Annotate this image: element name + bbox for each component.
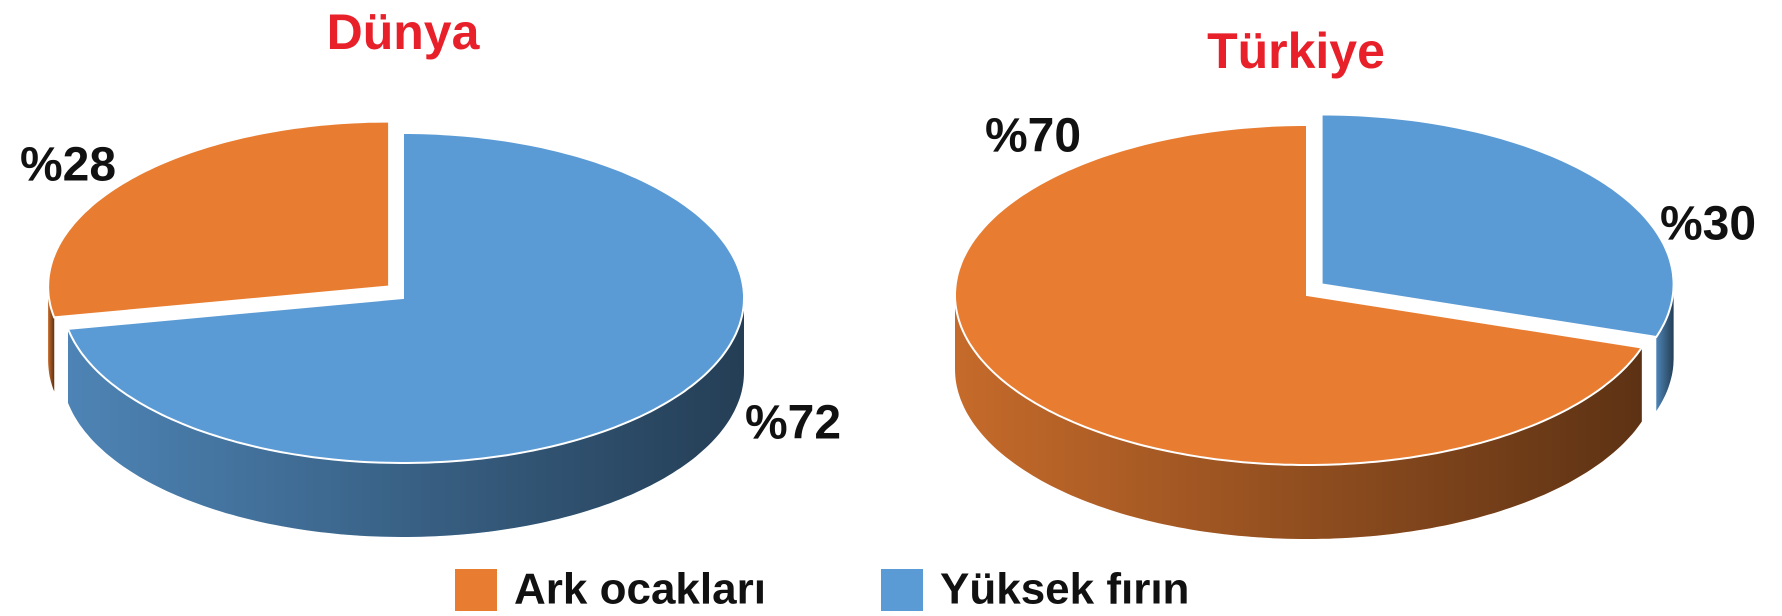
slice-side-shade (1656, 284, 1674, 411)
slice (954, 124, 1644, 466)
legend-label: Ark ocakları (514, 565, 766, 614)
value-label: %70 (985, 110, 1081, 163)
slice (1320, 113, 1675, 339)
slice-side-shade (48, 286, 55, 392)
value-label: %30 (1660, 198, 1756, 251)
legend-label: Yüksek fırın (940, 565, 1189, 614)
chart-title: Türkiye (1207, 23, 1385, 79)
chart-title: Dünya (327, 4, 481, 60)
slice-side-shade (955, 295, 1642, 539)
value-label: %28 (20, 139, 116, 192)
slice (47, 120, 391, 319)
slice-side-shade (68, 298, 744, 537)
legend-swatch (881, 569, 923, 611)
value-label: %72 (745, 397, 841, 450)
slice (66, 132, 745, 464)
legend-swatch (455, 569, 497, 611)
